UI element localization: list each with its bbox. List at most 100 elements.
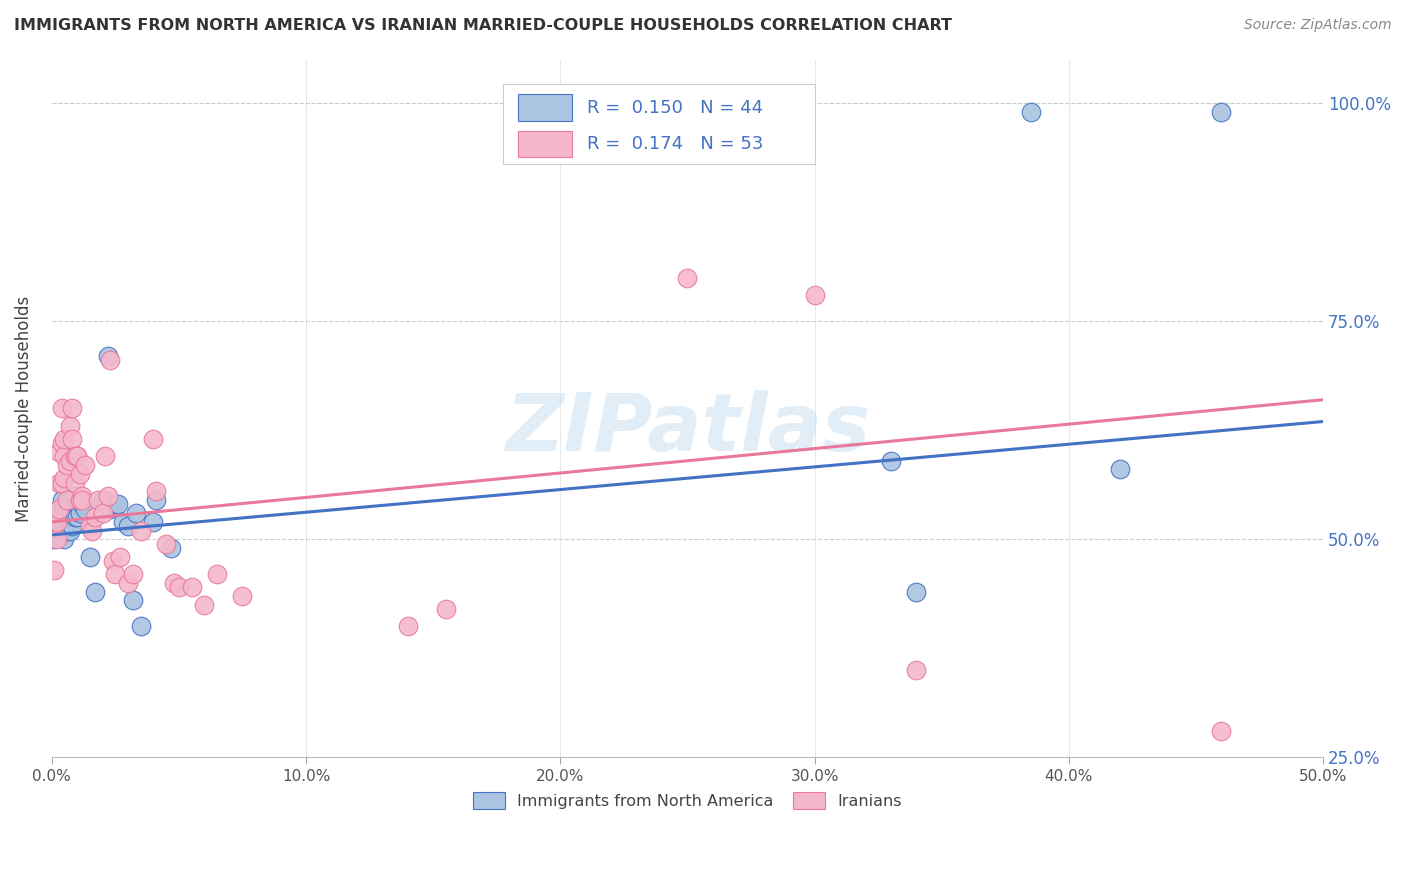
Point [1185,833,1208,847]
Point [60,506,83,520]
Point [86,493,108,508]
Y-axis label: Married-couple Households: Married-couple Households [15,295,32,522]
Point [84,584,107,599]
Text: IMMIGRANTS FROM NORTH AMERICA VS IRANIAN MARRIED-COUPLE HOUSEHOLDS CORRELATION C: IMMIGRANTS FROM NORTH AMERICA VS IRANIAN… [14,18,952,33]
Point [48,528,70,542]
Point [63,489,86,503]
Point [51,475,73,490]
Legend: Immigrants from North America, Iranians: Immigrants from North America, Iranians [467,785,908,815]
Point [193,598,215,612]
Point [163,575,186,590]
Point [1108,462,1130,476]
Point [69,493,91,508]
Point [79,549,101,564]
Point [111,515,134,529]
Point [676,270,699,285]
FancyBboxPatch shape [519,95,572,121]
Point [72,493,94,508]
Point [66,510,89,524]
Point [101,554,124,568]
Point [1133,815,1156,830]
Point [53,501,76,516]
Point [66,450,89,464]
Point [58,506,80,520]
Point [44,563,66,577]
Point [56,515,79,529]
Point [69,497,91,511]
Point [79,519,101,533]
Point [396,619,419,633]
Point [58,454,80,468]
Point [905,584,928,599]
Point [82,524,104,538]
Point [98,501,121,516]
Point [66,450,89,464]
Point [1211,104,1233,119]
Point [45,524,67,538]
Point [69,467,91,481]
Point [51,524,73,538]
Point [117,519,139,533]
Point [51,493,73,508]
Point [145,484,167,499]
Point [56,458,79,472]
Point [48,515,70,529]
Point [880,454,903,468]
Point [72,497,94,511]
Point [48,501,70,516]
Point [122,593,145,607]
Point [44,533,66,547]
Point [60,519,83,533]
Point [122,567,145,582]
Point [107,497,129,511]
Point [142,515,165,529]
Point [124,506,146,520]
Point [58,418,80,433]
Point [97,349,120,363]
Point [53,450,76,464]
Point [48,501,70,516]
Point [94,450,117,464]
Point [48,445,70,459]
Point [48,475,70,490]
Point [110,549,132,564]
Point [45,524,67,538]
Point [73,458,96,472]
Point [53,533,76,547]
Point [51,401,73,416]
Text: ZIPatlas: ZIPatlas [505,391,870,468]
Point [205,567,228,582]
Point [53,471,76,485]
Point [160,541,183,555]
Point [53,515,76,529]
Point [104,567,127,582]
Point [51,436,73,450]
Point [434,602,457,616]
Point [63,475,86,490]
Point [56,493,79,508]
Point [56,524,79,538]
Point [45,515,67,529]
Point [129,524,152,538]
FancyBboxPatch shape [503,84,814,164]
Point [73,501,96,516]
Point [53,432,76,446]
Point [180,580,202,594]
Point [104,497,127,511]
Point [51,506,73,520]
Point [58,524,80,538]
Point [155,536,177,550]
Point [91,493,114,508]
Point [98,353,121,368]
Point [97,489,120,503]
Point [84,510,107,524]
Point [63,450,86,464]
Point [45,533,67,547]
Point [58,493,80,508]
FancyBboxPatch shape [519,131,572,157]
Point [56,506,79,520]
Point [60,432,83,446]
Point [803,288,825,302]
Point [69,506,91,520]
Point [72,489,94,503]
